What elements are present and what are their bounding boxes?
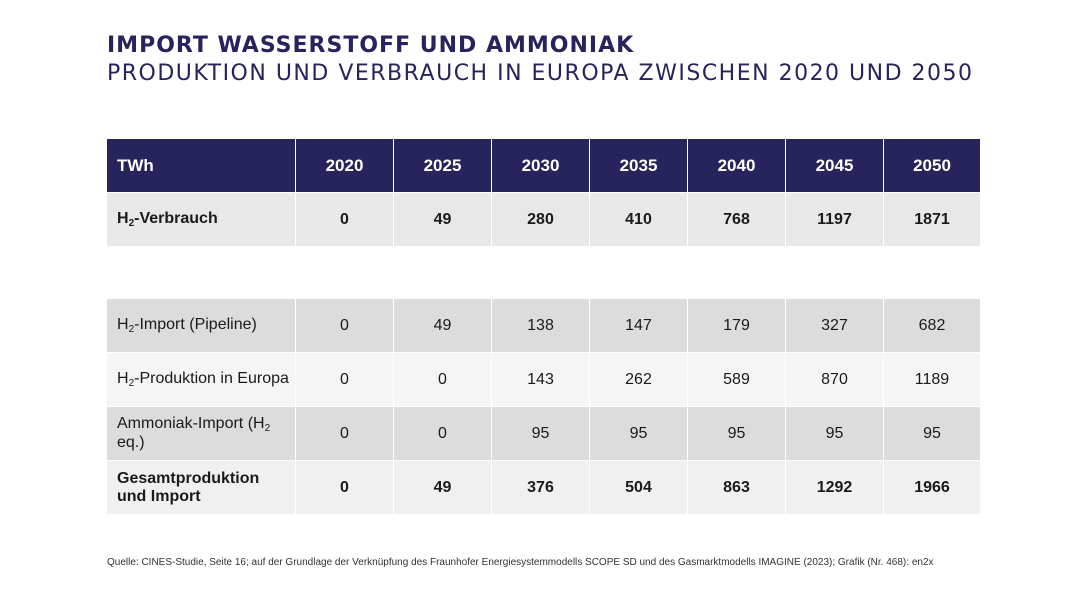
table-cell: 0 [296, 353, 394, 407]
table-cell: 0 [296, 407, 394, 461]
table-cell: 1189 [884, 353, 980, 407]
table-cell: 95 [884, 407, 980, 461]
table-row: H2-Import (Pipeline) 0 49 138 147 179 32… [107, 299, 980, 353]
year-header: 2045 [786, 139, 884, 193]
table-cell: 0 [296, 461, 394, 515]
row-label: Gesamtproduktion und Import [107, 461, 296, 515]
table-cell: 179 [688, 299, 786, 353]
table-cell: 1871 [884, 193, 980, 247]
supply-table: H2-Import (Pipeline) 0 49 138 147 179 32… [107, 299, 980, 515]
table-cell: 327 [786, 299, 884, 353]
row-label: H2-Import (Pipeline) [107, 299, 296, 353]
table-cell: 376 [492, 461, 590, 515]
table-cell: 589 [688, 353, 786, 407]
table-cell: 143 [492, 353, 590, 407]
table-cell: 138 [492, 299, 590, 353]
source-note: Quelle: CINES-Studie, Seite 16; auf der … [107, 557, 934, 568]
year-header: 2035 [590, 139, 688, 193]
year-header: 2025 [394, 139, 492, 193]
table-cell: 410 [590, 193, 688, 247]
page-title: IMPORT WASSERSTOFF UND AMMONIAK [107, 33, 635, 58]
table-header-row: TWh 2020 2025 2030 2035 2040 2045 2050 [107, 139, 980, 193]
table-cell: 1197 [786, 193, 884, 247]
row-label: Ammoniak-Import (H2 eq.) [107, 407, 296, 461]
year-header: 2020 [296, 139, 394, 193]
page-subtitle: PRODUKTION UND VERBRAUCH IN EUROPA ZWISC… [107, 61, 974, 86]
table-cell: 147 [590, 299, 688, 353]
consumption-table: TWh 2020 2025 2030 2035 2040 2045 2050 H… [107, 139, 980, 247]
total-row: Gesamtproduktion und Import 0 49 376 504 … [107, 461, 980, 515]
unit-header: TWh [107, 139, 296, 193]
table-cell: 504 [590, 461, 688, 515]
table-cell: 1966 [884, 461, 980, 515]
table-cell: 768 [688, 193, 786, 247]
table-cell: 0 [394, 407, 492, 461]
table-cell: 262 [590, 353, 688, 407]
table-cell: 49 [394, 193, 492, 247]
table-cell: 95 [492, 407, 590, 461]
table-row: Ammoniak-Import (H2 eq.) 0 0 95 95 95 95… [107, 407, 980, 461]
table-cell: 95 [590, 407, 688, 461]
consumption-row: H2-Verbrauch 0 49 280 410 768 1197 1871 [107, 193, 980, 247]
table-cell: 682 [884, 299, 980, 353]
table-cell: 1292 [786, 461, 884, 515]
year-header: 2030 [492, 139, 590, 193]
table-cell: 49 [394, 299, 492, 353]
table-cell: 95 [786, 407, 884, 461]
table-cell: 0 [296, 193, 394, 247]
table-cell: 95 [688, 407, 786, 461]
table-row: H2-Produktion in Europa 0 0 143 262 589 … [107, 353, 980, 407]
table-cell: 863 [688, 461, 786, 515]
table-cell: 49 [394, 461, 492, 515]
table-cell: 870 [786, 353, 884, 407]
row-label: H2-Produktion in Europa [107, 353, 296, 407]
table-cell: 0 [394, 353, 492, 407]
table-cell: 280 [492, 193, 590, 247]
year-header: 2040 [688, 139, 786, 193]
row-label: H2-Verbrauch [107, 193, 296, 247]
table-cell: 0 [296, 299, 394, 353]
year-header: 2050 [884, 139, 980, 193]
